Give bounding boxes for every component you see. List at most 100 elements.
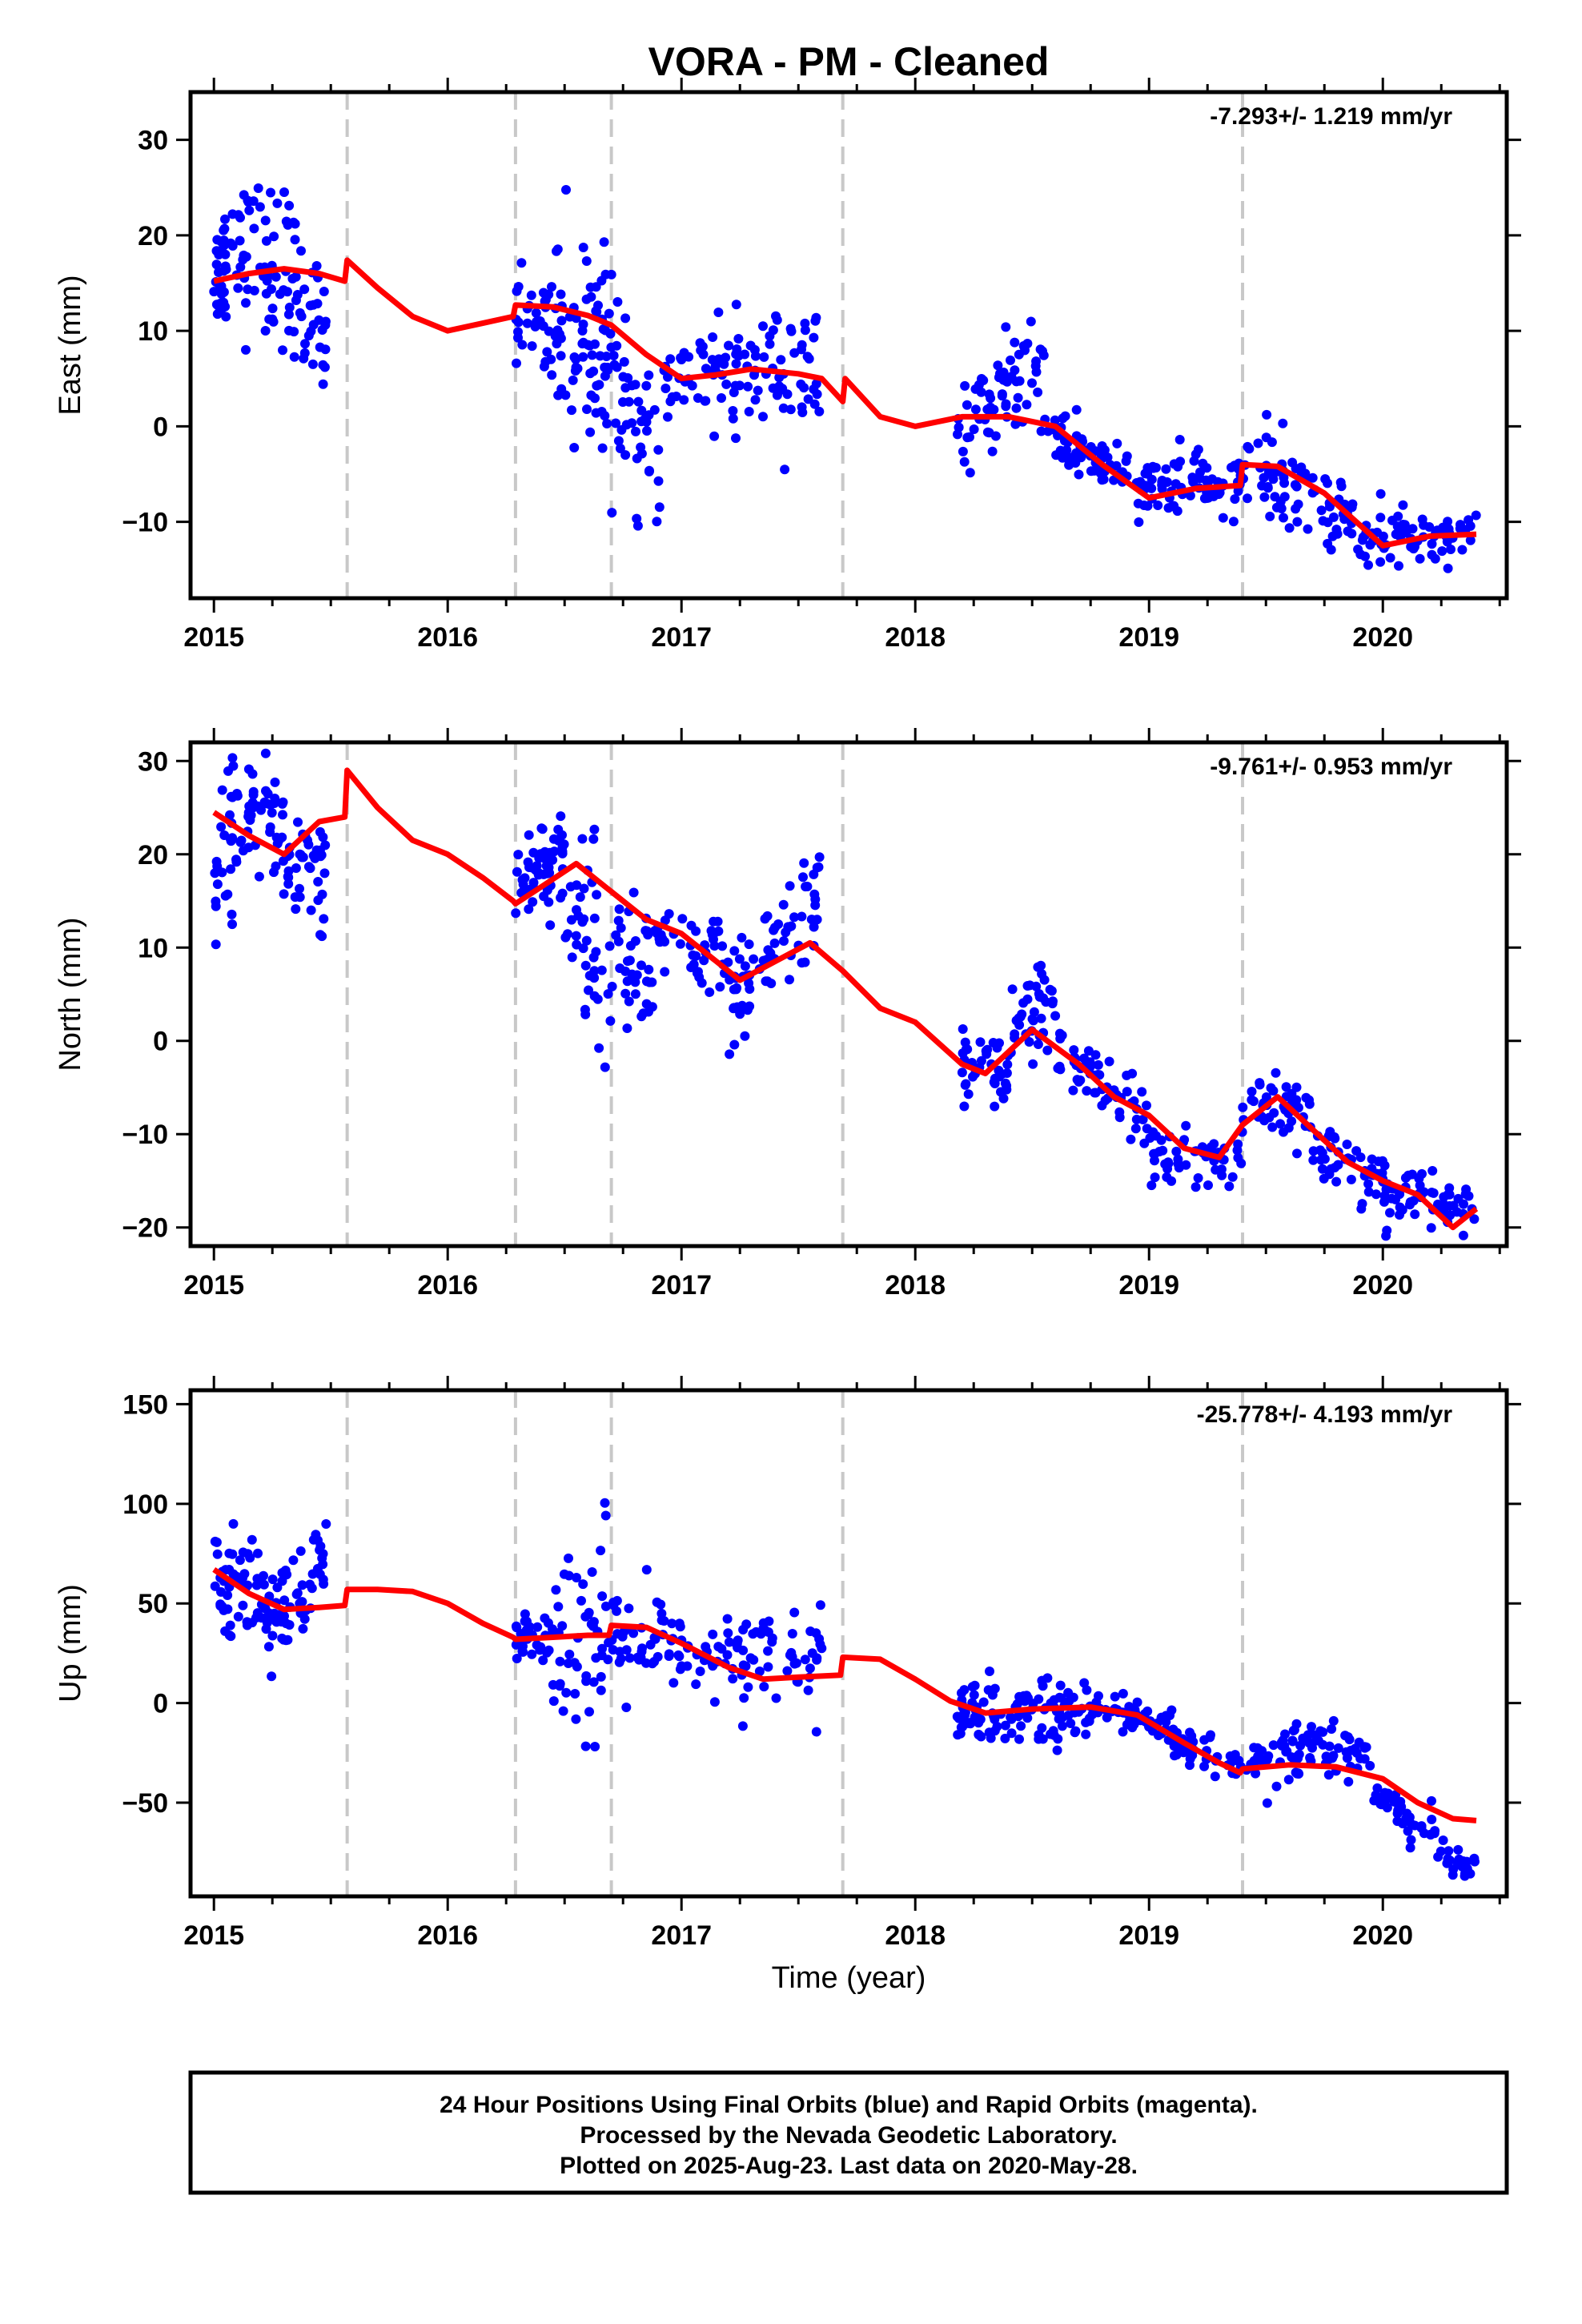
data-point [1428,1188,1439,1198]
data-point [737,1000,747,1011]
data-point [548,1696,559,1707]
footer-line-1: 24 Hour Positions Using Final Orbits (bl… [440,2092,1258,2118]
data-point [1055,1034,1066,1043]
data-point [1217,1170,1227,1180]
data-point [261,1624,271,1634]
data-point [597,1591,608,1602]
data-point [1378,531,1388,541]
data-point [552,244,563,255]
data-point [267,807,277,818]
data-point [769,938,780,948]
data-point [291,1589,302,1599]
data-point [312,299,323,309]
data-point [524,830,534,840]
data-point [606,269,616,279]
plot-frame [188,740,1509,1248]
data-point [512,1622,522,1633]
data-point [1142,1100,1151,1111]
data-point [968,1072,978,1082]
plot-frame [188,1388,1509,1899]
data-point [969,424,979,434]
data-point [1036,1013,1046,1023]
data-point [612,1606,622,1616]
data-point [1043,426,1054,436]
data-point [1346,1174,1356,1184]
data-point [1133,498,1143,509]
data-point [810,895,821,904]
data-point [281,1635,291,1646]
data-point [986,1733,996,1743]
data-point [960,1037,970,1047]
data-point [644,964,654,975]
data-point [278,345,287,356]
data-point [975,1037,986,1047]
model-line [212,1567,1477,1823]
data-point [776,355,786,365]
data-point [809,869,819,879]
data-point [1471,510,1481,521]
data-point [590,1742,600,1751]
data-point [266,187,275,198]
data-point [1259,492,1270,502]
data-point [764,1616,774,1626]
data-point [620,313,631,324]
data-point [1024,1037,1034,1047]
data-point [737,932,747,943]
data-point [959,456,970,467]
data-point [561,1687,572,1698]
data-point [1033,962,1043,972]
data-point [1393,511,1403,521]
data-point [227,241,238,251]
data-point [319,287,329,296]
data-point [1379,1160,1390,1171]
x-tick-label: 2018 [885,622,946,653]
data-point [785,404,796,415]
data-point [815,1600,825,1610]
data-point [1068,1692,1078,1703]
data-point [578,943,588,954]
data-point [1410,1209,1420,1220]
data-point [1381,1231,1391,1241]
data-point [1022,400,1032,410]
data-point [513,327,523,337]
data-point [603,989,613,999]
data-point [569,352,580,362]
data-point [611,418,621,428]
data-point [295,1546,306,1556]
data-point [1389,1796,1399,1807]
data-point [292,290,303,300]
data-point [740,961,750,971]
data-point [583,1610,593,1620]
data-point [243,195,253,206]
data-point [797,344,806,355]
data-point [555,1656,565,1667]
data-point [986,393,996,404]
data-point [1289,1725,1299,1735]
data-point [745,1653,756,1663]
data-point [516,258,527,268]
data-point [705,987,715,997]
panel-east: 2015 2016 2017 2018 2019 2020 −10 0 10 20 30 East (… [54,78,1521,653]
data-point [1100,1096,1110,1106]
data-point [652,1651,663,1662]
data-point [641,999,652,1009]
data-point [723,957,733,967]
data-point [1257,1746,1267,1756]
data-point [814,852,825,862]
x-tick-label: 2016 [417,1920,478,1951]
data-point [278,810,287,820]
data-point [585,427,596,437]
data-point [616,424,627,435]
data-point [212,879,223,890]
data-point [563,1659,573,1668]
data-point [319,868,330,879]
data-point [631,426,640,436]
data-point [1444,1183,1455,1193]
data-point [1054,1714,1064,1724]
data-point [967,1682,978,1692]
data-point [1264,1112,1275,1123]
data-point [570,366,580,376]
x-tick-label: 2020 [1352,1920,1413,1951]
data-point [320,840,331,850]
data-point [612,297,623,307]
